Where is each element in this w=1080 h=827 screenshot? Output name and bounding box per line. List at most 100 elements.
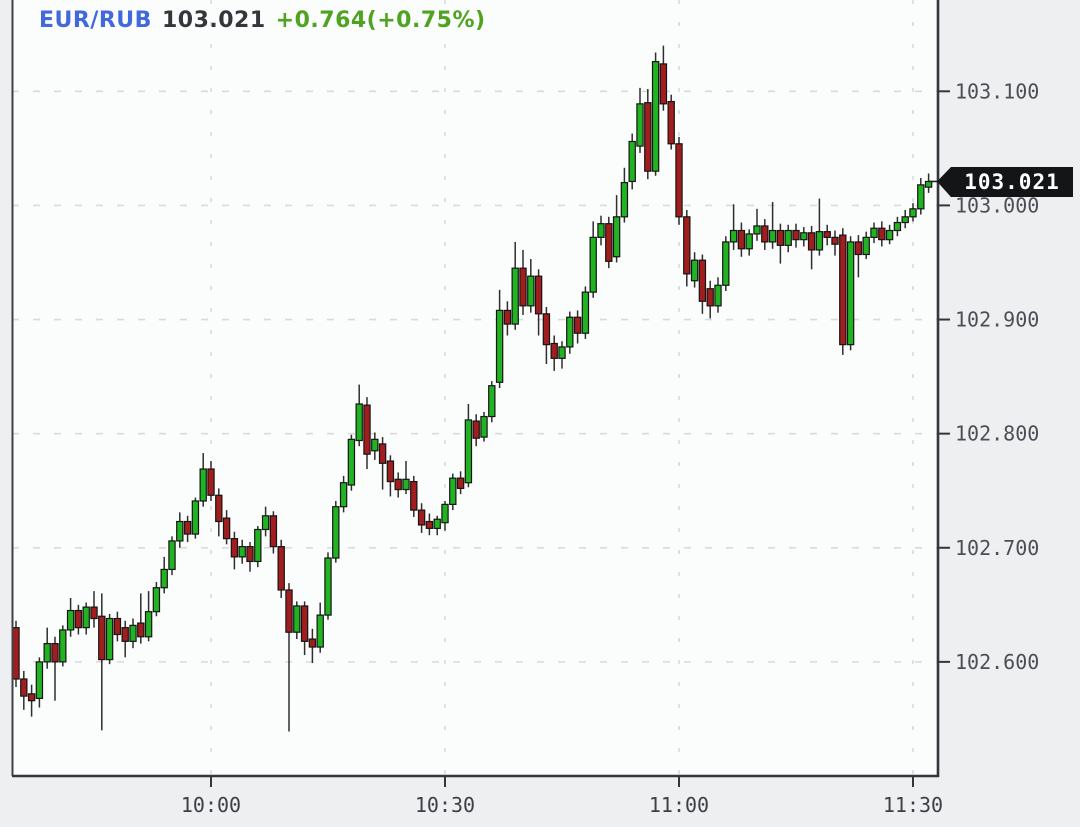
candle-up bbox=[371, 438, 379, 452]
candle-up bbox=[597, 223, 605, 238]
y-tick-label: 102.800 bbox=[955, 422, 1039, 446]
candle-up bbox=[714, 284, 722, 307]
candle-up bbox=[581, 291, 590, 334]
candle-down bbox=[394, 478, 402, 491]
candle-down bbox=[90, 606, 98, 620]
candle-down bbox=[246, 546, 254, 563]
candle-down bbox=[737, 229, 746, 250]
x-tick-label: 10:00 bbox=[181, 793, 241, 817]
y-tick-label: 103.000 bbox=[955, 193, 1039, 217]
candle-up bbox=[870, 227, 878, 238]
candle-up bbox=[495, 309, 504, 383]
candle-up bbox=[862, 236, 870, 256]
candle-down bbox=[386, 460, 395, 483]
candle-up bbox=[191, 500, 200, 535]
candle-down bbox=[269, 515, 278, 548]
candle-up bbox=[909, 208, 917, 218]
candle-up bbox=[566, 316, 574, 348]
candle-down bbox=[542, 313, 551, 346]
candle-down bbox=[308, 638, 317, 648]
y-tick-label: 102.600 bbox=[955, 650, 1039, 674]
candle-down bbox=[207, 468, 215, 496]
candle-up bbox=[449, 477, 457, 506]
candle-down bbox=[74, 609, 83, 629]
candle-down bbox=[644, 102, 652, 172]
candle-up bbox=[885, 229, 894, 241]
candle-up bbox=[441, 503, 449, 524]
candle-up bbox=[332, 506, 340, 559]
candle-up bbox=[511, 267, 519, 325]
candle-up bbox=[464, 419, 473, 484]
y-tick-label: 102.700 bbox=[955, 536, 1039, 560]
candle-up bbox=[690, 259, 699, 282]
candle-down bbox=[277, 546, 285, 591]
last-price: 103.021 bbox=[161, 8, 266, 33]
plot-background[interactable] bbox=[12, 0, 937, 776]
candle-up bbox=[152, 587, 161, 613]
candle-up bbox=[480, 415, 488, 438]
candle-down bbox=[222, 517, 231, 540]
candle-up bbox=[651, 61, 660, 172]
candle-up bbox=[105, 617, 114, 661]
candle-up bbox=[558, 346, 566, 359]
x-tick-label: 10:30 bbox=[415, 793, 475, 817]
candle-down bbox=[698, 259, 707, 302]
last-price-badge bbox=[937, 166, 1073, 197]
candle-down bbox=[831, 236, 839, 245]
candle-down bbox=[378, 443, 387, 464]
candle-up bbox=[620, 181, 629, 218]
candle-down bbox=[659, 63, 668, 105]
candle-up bbox=[402, 478, 410, 491]
candle-up bbox=[355, 403, 363, 442]
candle-up bbox=[129, 624, 137, 642]
candle-down bbox=[823, 231, 831, 238]
candle-up bbox=[59, 629, 67, 663]
candle-up bbox=[612, 216, 621, 258]
candle-down bbox=[425, 520, 434, 529]
candle-up bbox=[168, 540, 176, 571]
candle-down bbox=[854, 241, 863, 256]
candle-up bbox=[66, 609, 75, 631]
candle-down bbox=[113, 617, 122, 636]
candle-down bbox=[363, 404, 371, 455]
candle-up bbox=[893, 221, 902, 232]
x-tick-label: 11:00 bbox=[649, 793, 709, 817]
candle-down bbox=[300, 605, 309, 642]
candle-down bbox=[456, 477, 465, 490]
candle-down bbox=[807, 232, 816, 251]
candle-up bbox=[846, 241, 855, 346]
candle-up bbox=[636, 103, 644, 147]
candle-up bbox=[316, 614, 324, 648]
candle-down bbox=[503, 309, 512, 325]
candle-up bbox=[784, 229, 792, 246]
candle-down bbox=[706, 288, 714, 307]
candle-up bbox=[199, 468, 207, 502]
last-price-badge-label: 103.021 bbox=[964, 170, 1060, 194]
candle-up bbox=[753, 225, 761, 235]
candle-down bbox=[472, 420, 480, 439]
candle-up bbox=[488, 385, 496, 418]
candle-up bbox=[729, 229, 738, 243]
candle-up bbox=[144, 611, 153, 638]
candle-up bbox=[261, 515, 270, 531]
candle-down bbox=[12, 627, 20, 680]
candle-down bbox=[776, 229, 785, 246]
candle-down bbox=[20, 678, 28, 697]
candle-up bbox=[745, 233, 753, 250]
candle-down bbox=[137, 622, 145, 638]
candle-down bbox=[534, 275, 543, 315]
candle-up bbox=[815, 231, 824, 251]
candle-down bbox=[27, 693, 36, 702]
candle-up bbox=[628, 140, 636, 183]
candle-down bbox=[183, 520, 192, 535]
candle-up bbox=[347, 438, 356, 486]
candle-up bbox=[433, 518, 441, 529]
candle-down bbox=[605, 223, 613, 262]
candle-up bbox=[722, 241, 730, 286]
candle-down bbox=[230, 538, 239, 558]
candle-up bbox=[901, 216, 909, 224]
candle-up bbox=[254, 528, 262, 563]
candle-down bbox=[683, 216, 691, 275]
